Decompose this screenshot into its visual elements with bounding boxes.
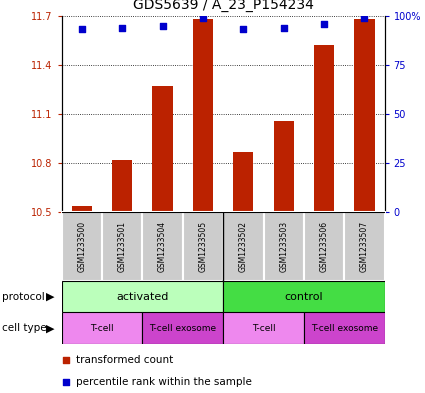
Text: protocol: protocol xyxy=(2,292,45,302)
Bar xyxy=(193,19,213,212)
Text: GSM1233506: GSM1233506 xyxy=(320,221,329,272)
Bar xyxy=(314,45,334,212)
Bar xyxy=(102,212,142,281)
Point xyxy=(240,26,246,33)
Point xyxy=(280,24,287,31)
Bar xyxy=(304,212,344,281)
Text: T-cell: T-cell xyxy=(252,324,275,332)
Text: ▶: ▶ xyxy=(46,292,54,302)
Text: GSM1233504: GSM1233504 xyxy=(158,221,167,272)
Text: GSM1233503: GSM1233503 xyxy=(279,221,288,272)
Text: T-cell exosome: T-cell exosome xyxy=(149,324,216,332)
Bar xyxy=(264,212,304,281)
Bar xyxy=(233,152,253,212)
Text: GSM1233501: GSM1233501 xyxy=(118,221,127,272)
Text: transformed count: transformed count xyxy=(76,354,173,365)
Bar xyxy=(304,312,385,344)
Text: ▶: ▶ xyxy=(46,323,54,333)
Bar xyxy=(223,212,264,281)
Bar xyxy=(62,281,223,312)
Text: GSM1233500: GSM1233500 xyxy=(77,221,86,272)
Point xyxy=(78,26,85,33)
Point xyxy=(159,22,166,29)
Point xyxy=(199,15,206,21)
Text: activated: activated xyxy=(116,292,169,302)
Title: GDS5639 / A_23_P154234: GDS5639 / A_23_P154234 xyxy=(133,0,314,12)
Bar xyxy=(72,206,92,212)
Bar xyxy=(62,312,142,344)
Bar xyxy=(142,212,183,281)
Bar xyxy=(274,121,294,212)
Text: cell type: cell type xyxy=(2,323,47,333)
Text: GSM1233507: GSM1233507 xyxy=(360,221,369,272)
Text: T-cell exosome: T-cell exosome xyxy=(311,324,378,332)
Point xyxy=(320,20,327,27)
Point xyxy=(63,379,70,385)
Bar xyxy=(142,312,223,344)
Bar xyxy=(62,212,102,281)
Point xyxy=(361,15,368,21)
Bar xyxy=(354,19,374,212)
Text: GSM1233502: GSM1233502 xyxy=(239,221,248,272)
Bar xyxy=(112,160,132,212)
Text: T-cell: T-cell xyxy=(90,324,114,332)
Bar xyxy=(153,86,173,212)
Point xyxy=(119,24,125,31)
Bar xyxy=(183,212,223,281)
Text: control: control xyxy=(285,292,323,302)
Bar xyxy=(223,281,385,312)
Text: percentile rank within the sample: percentile rank within the sample xyxy=(76,377,252,387)
Bar xyxy=(223,312,304,344)
Bar xyxy=(344,212,385,281)
Point xyxy=(63,356,70,363)
Text: GSM1233505: GSM1233505 xyxy=(198,221,207,272)
